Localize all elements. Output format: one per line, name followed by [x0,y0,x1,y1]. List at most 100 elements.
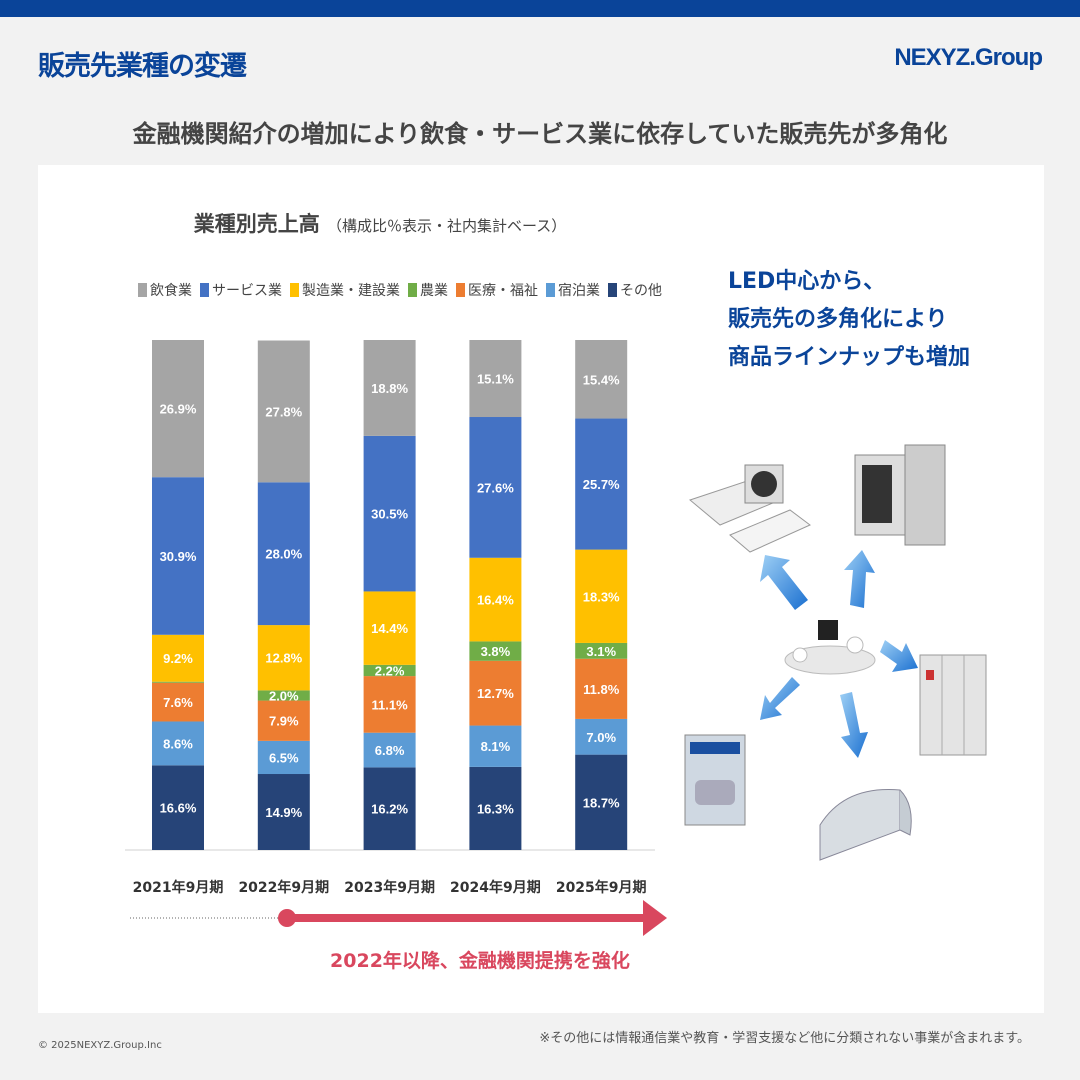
bar-segment [575,418,628,550]
legend-swatch [200,283,209,297]
data-label: 16.6% [160,801,197,816]
bar-segment [469,660,522,726]
bar-segment [575,642,628,659]
data-label: 25.7% [583,477,620,492]
bar-segment [469,725,522,767]
data-label: 15.1% [477,372,514,387]
bar-segment [257,700,310,741]
copyright: © 2025NEXYZ.Group.Inc [38,1040,162,1051]
chart-title: 業種別売上高 （構成比％表示・社内集計ベース） [130,208,630,238]
bar-segment [363,767,416,850]
legend-swatch [456,283,465,297]
legend-item: 農業 [408,280,448,300]
data-label: 14.9% [265,805,302,820]
legend-item: その他 [608,280,662,300]
data-label: 27.6% [477,480,514,495]
data-label: 12.7% [477,686,514,701]
data-label: 7.9% [269,714,299,729]
bar-segment [152,682,204,722]
legend-label: その他 [620,283,662,299]
air-conditioner-image [688,464,811,553]
legend-swatch [608,283,617,297]
bar-segment [469,340,522,418]
car-wash-machine-image [684,734,746,826]
page-subtitle: 金融機関紹介の増加により飲食・サービス業に依存していた販売先が多角化 [132,120,948,148]
legend-label: 医療・福祉 [468,283,538,299]
chart-title-text: 業種別売上高 [193,212,320,236]
company-logo: NEXYZ.Group [894,44,1043,71]
data-label: 11.8% [583,682,620,697]
bar-segment [575,549,628,643]
data-label: 2.0% [269,688,299,703]
data-label: 30.5% [371,507,408,522]
legend-label: 宿泊業 [558,283,600,299]
x-tick-label: 2021年9月期 [133,879,224,896]
page-title: 販売先業種の変遷 [38,51,247,82]
arrow-icon [760,550,918,758]
data-label: 26.9% [160,402,197,417]
bar-segment [363,435,416,592]
data-label: 6.8% [375,743,405,758]
x-tick-label: 2023年9月期 [344,879,435,896]
legend-item: 医療・福祉 [456,280,538,300]
legend-label: 飲食業 [150,283,192,299]
legend-label: 製造業・建設業 [302,283,400,299]
power-distribution-panel-image [919,654,987,756]
callout-line: 商品ラインナップも増加 [728,345,971,370]
data-label: 7.6% [163,695,193,710]
legend-swatch [290,283,299,297]
data-label: 6.5% [269,750,299,765]
legend-item: 宿泊業 [546,280,600,300]
arrow-right-icon [643,900,667,936]
legend-swatch [546,283,555,297]
data-label: 18.7% [583,795,620,810]
bar-segment [575,340,628,419]
bar-segment [469,641,522,661]
led-lighting-image [784,620,876,675]
bar-segment [575,718,628,755]
data-label: 15.4% [583,372,620,387]
bar-segment [152,681,204,683]
data-label: 8.1% [481,739,511,754]
bar-segment [363,591,416,665]
bar-segment [469,417,522,558]
data-label: 11.1% [372,697,409,712]
bar-segment [257,690,310,701]
data-label: 3.1% [586,644,616,659]
legend-item: サービス業 [200,280,282,300]
x-tick-label: 2024年9月期 [450,879,541,896]
callout-line: 販売先の多角化により [728,307,948,332]
timeline-label: 2022年以降、金融機関提携を強化 [330,950,630,972]
bar-segment [257,625,310,691]
bar-segment [575,658,628,719]
callout-text: LED中心から、 販売先の多角化により 商品ラインナップも増加 [728,263,970,377]
bar-segment [575,754,628,850]
legend-label: 農業 [420,283,448,299]
data-label: 9.2% [163,651,193,666]
bar-segment [152,477,204,635]
bar-segment [469,766,522,850]
data-label: 16.4% [477,593,514,608]
greenhouse-image [819,788,912,861]
chart-subtitle: （構成比％表示・社内集計ベース） [327,217,567,235]
data-label: 3.8% [481,644,511,659]
legend-item: 製造業・建設業 [290,280,400,300]
bar-segment [257,482,310,626]
data-label: 14.4% [371,621,408,636]
legend-swatch [408,283,417,297]
bar-segment [152,634,204,682]
bar-segment [363,732,416,768]
data-label: 12.8% [265,651,302,666]
data-label: 18.8% [371,381,408,396]
x-tick-label: 2025年9月期 [556,879,647,896]
kitchen-equipment-image [854,444,946,546]
bar-segment [257,740,310,775]
data-label: 7.0% [586,730,616,745]
data-label: 2.2% [375,663,405,678]
bar-segment [152,765,204,850]
data-label: 30.9% [160,549,197,564]
callout-line: LED中心から、 [728,269,886,294]
data-label: 8.6% [163,736,193,751]
